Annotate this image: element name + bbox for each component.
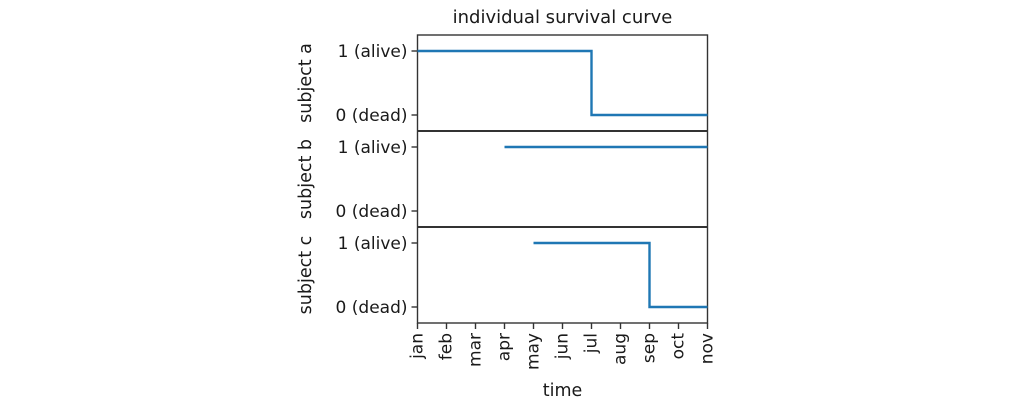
x-tick-label: oct: [669, 333, 689, 360]
y-tick-label: 0 (dead): [336, 298, 408, 318]
y-tick-label: 1 (alive): [338, 42, 408, 62]
x-tick-label: mar: [466, 333, 486, 367]
y-tick-label: 0 (dead): [336, 202, 408, 222]
chart-title: individual survival curve: [452, 7, 673, 28]
x-tick-label: aug: [611, 333, 631, 365]
x-tick-label: apr: [495, 333, 515, 361]
subplot-ylabel: subject c: [296, 236, 316, 315]
x-axis-label: time: [542, 381, 583, 401]
plot-frame: [416, 34, 709, 324]
y-tick-label: 0 (dead): [336, 106, 408, 126]
y-tick-label: 1 (alive): [338, 138, 408, 158]
x-tick-label: may: [524, 333, 544, 370]
subplot-ylabel: subject b: [296, 139, 316, 219]
subplot-ylabel: subject a: [296, 43, 316, 123]
survival-line: [417, 49, 708, 117]
x-tick-label: jun: [553, 333, 573, 360]
y-tick-label: 1 (alive): [338, 234, 408, 254]
survival-line: [533, 241, 708, 309]
x-tick-label: feb: [437, 333, 457, 360]
x-tick-label: nov: [698, 333, 718, 364]
x-tick-label: sep: [640, 333, 660, 363]
x-tick-label: jul: [582, 333, 602, 354]
x-tick-label: jan: [408, 333, 428, 360]
